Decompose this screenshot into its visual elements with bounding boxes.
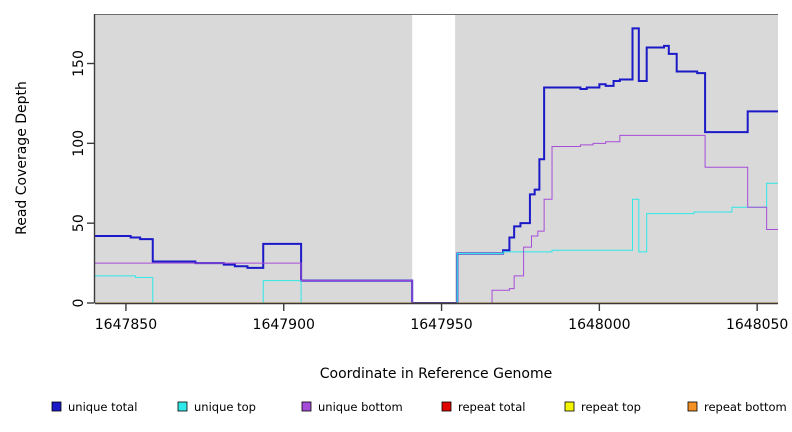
y-axis-title: Read Coverage Depth — [14, 81, 30, 235]
legend-swatch-repeat-top[interactable] — [564, 401, 575, 412]
y-tick-label: 150 — [71, 50, 87, 77]
x-tick-label: 1648000 — [568, 317, 630, 333]
x-tick-label: 1648050 — [726, 317, 788, 333]
y-axis: 0 50 100 150 Read Coverage Depth — [14, 14, 96, 307]
x-tick-label: 1647850 — [95, 317, 157, 333]
x-tick-label: 1647900 — [253, 317, 315, 333]
coverage-gap-region — [412, 14, 456, 303]
legend-label-repeat-top[interactable]: repeat top — [581, 400, 641, 414]
x-axis-title: Coordinate in Reference Genome — [320, 366, 553, 382]
legend-swatch-unique-total[interactable] — [51, 401, 62, 412]
legend-swatch-unique-top[interactable] — [177, 401, 188, 412]
series-line-unique-total — [95, 27, 778, 304]
x-tick-label: 1647950 — [410, 317, 472, 333]
legend-label-repeat-bottom[interactable]: repeat bottom — [704, 400, 787, 414]
x-axis: 1647850 1647900 1647950 1648000 1648050 Coor… — [95, 302, 788, 382]
legend: unique total unique top unique bottom repea… — [51, 400, 787, 414]
y-tick-label: 0 — [71, 299, 87, 308]
legend-label-unique-bottom[interactable]: unique bottom — [318, 400, 403, 414]
y-tick-group: 0 50 100 150 — [71, 50, 95, 307]
legend-label-repeat-total[interactable]: repeat total — [458, 400, 525, 414]
legend-swatch-unique-bottom[interactable] — [301, 401, 312, 412]
plot-panel — [95, 14, 778, 303]
x-tick-group: 1647850 1647900 1647950 1648000 1648050 — [95, 304, 788, 333]
y-tick-label: 100 — [71, 130, 87, 157]
legend-label-unique-top[interactable]: unique top — [194, 400, 256, 414]
y-tick-label: 50 — [71, 214, 87, 232]
legend-label-unique-total[interactable]: unique total — [68, 400, 137, 414]
legend-swatch-repeat-bottom[interactable] — [687, 401, 698, 412]
legend-swatch-repeat-total[interactable] — [441, 401, 452, 412]
